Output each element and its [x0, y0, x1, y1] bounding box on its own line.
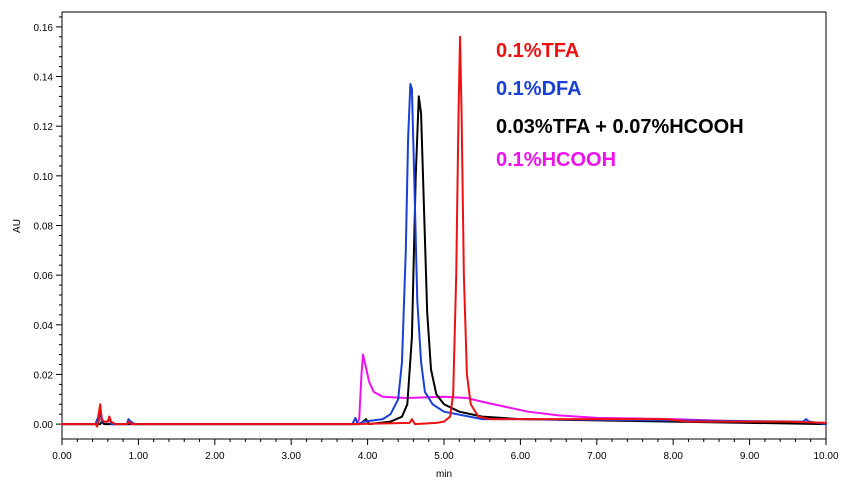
plot-frame	[61, 11, 827, 440]
legend-entry-tfa-hcooh: 0.03%TFA + 0.07%HCOOH	[496, 116, 744, 138]
y-tick-label: 0.14	[34, 73, 54, 84]
legend-entry-hcooh: 0.1%HCOOH	[496, 149, 616, 171]
y-tick-label: 0.06	[34, 271, 54, 282]
series-line-0	[61, 35, 827, 428]
legend-entry-tfa: 0.1%TFA	[496, 40, 579, 62]
x-axis-ticks: 0.00 1.00 2.00 3.00 4.00 5.00 6.00 7.00 8.00 9.00…	[52, 439, 839, 462]
y-tick-label: 0.00	[34, 420, 54, 431]
x-tick-label: 3.00	[281, 451, 301, 462]
x-tick-label: 9.00	[740, 451, 760, 462]
y-tick-label: 0.02	[34, 370, 54, 381]
legend: 0.1%TFA 0.1%DFA 0.03%TFA + 0.07%HCOOH 0.…	[496, 40, 744, 171]
series-layer	[61, 35, 827, 428]
y-tick-label: 0.08	[34, 222, 54, 233]
x-tick-label: 10.00	[813, 451, 838, 462]
x-tick-label: 6.00	[511, 451, 531, 462]
series-line-3	[61, 353, 827, 426]
y-tick-label: 0.12	[34, 122, 54, 133]
y-tick-label: 0.04	[34, 321, 54, 332]
x-tick-label: 8.00	[663, 451, 683, 462]
x-tick-label: 7.00	[587, 451, 607, 462]
x-tick-label: 4.00	[358, 451, 378, 462]
y-axis-title: AU	[12, 219, 23, 233]
x-tick-label: 1.00	[129, 451, 149, 462]
x-tick-label: 0.00	[52, 451, 72, 462]
x-tick-label: 5.00	[434, 451, 454, 462]
x-tick-label: 2.00	[205, 451, 225, 462]
y-tick-label: 0.16	[34, 23, 54, 34]
legend-entry-dfa: 0.1%DFA	[496, 78, 582, 100]
y-axis-ticks: 0.00 0.02 0.04 0.06 0.08 0.10 0.12 0.14 0.16	[34, 16, 62, 431]
series-line-2	[61, 95, 827, 426]
x-axis-title: min	[436, 469, 452, 480]
y-tick-label: 0.10	[34, 172, 54, 183]
